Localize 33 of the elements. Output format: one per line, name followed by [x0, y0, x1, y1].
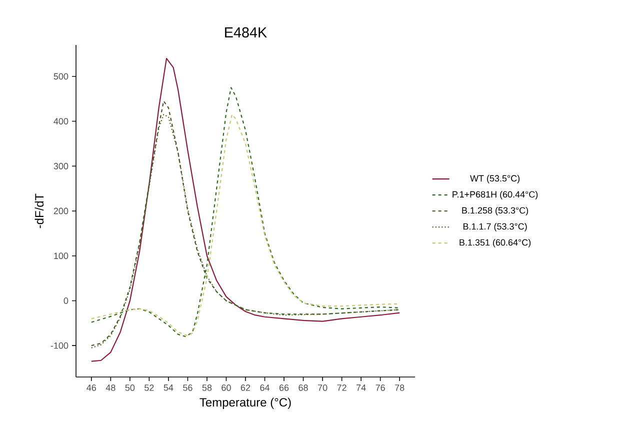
- x-tick-label: 60: [222, 384, 231, 391]
- x-axis-title: Temperature (°C): [200, 398, 291, 409]
- y-tick-label: 200: [54, 208, 68, 214]
- x-tick-label: 52: [144, 384, 154, 391]
- line-series: [90, 58, 400, 362]
- y-tick-label: 500: [54, 73, 68, 80]
- chart-title: E484K: [225, 27, 267, 38]
- y-tick-label: -100: [50, 342, 68, 349]
- legend-label: P.1+P681H (60.44°C): [452, 190, 538, 200]
- x-tick-label: 72: [337, 384, 346, 391]
- y-tick-label: 400: [54, 118, 68, 124]
- x-tick-label: 74: [356, 384, 366, 391]
- x-tick-label: 48: [106, 384, 116, 391]
- x-tick-label: 70: [318, 384, 328, 391]
- y-tick-label: 300: [54, 162, 68, 170]
- x-tick-label: 64: [260, 384, 270, 391]
- x-tick-label: 78: [395, 384, 404, 391]
- y-axis-title: -dF/dT: [34, 194, 44, 228]
- y-tick-label: 0: [64, 298, 68, 304]
- y-tick-label: 100: [54, 252, 68, 260]
- x-tick-label: 50: [125, 384, 135, 391]
- x-tick-label: 58: [202, 384, 212, 391]
- x-tick-label: 46: [86, 384, 96, 391]
- x-tick-label: 56: [183, 384, 192, 391]
- legend-label: B.1.258 (53.3°C): [462, 206, 528, 216]
- x-tick-label: 68: [298, 384, 308, 391]
- x-tick-label: 66: [279, 384, 289, 391]
- x-tick-label: 54: [164, 384, 174, 391]
- x-tick-label: 62: [240, 384, 250, 391]
- x-tick-label: 76: [376, 384, 385, 391]
- legend-label: B.1.351 (60.64°C): [460, 239, 531, 248]
- legend-label: WT (53.5°C): [470, 174, 520, 184]
- legend-label: B.1.1.7 (53.3°C): [463, 223, 527, 232]
